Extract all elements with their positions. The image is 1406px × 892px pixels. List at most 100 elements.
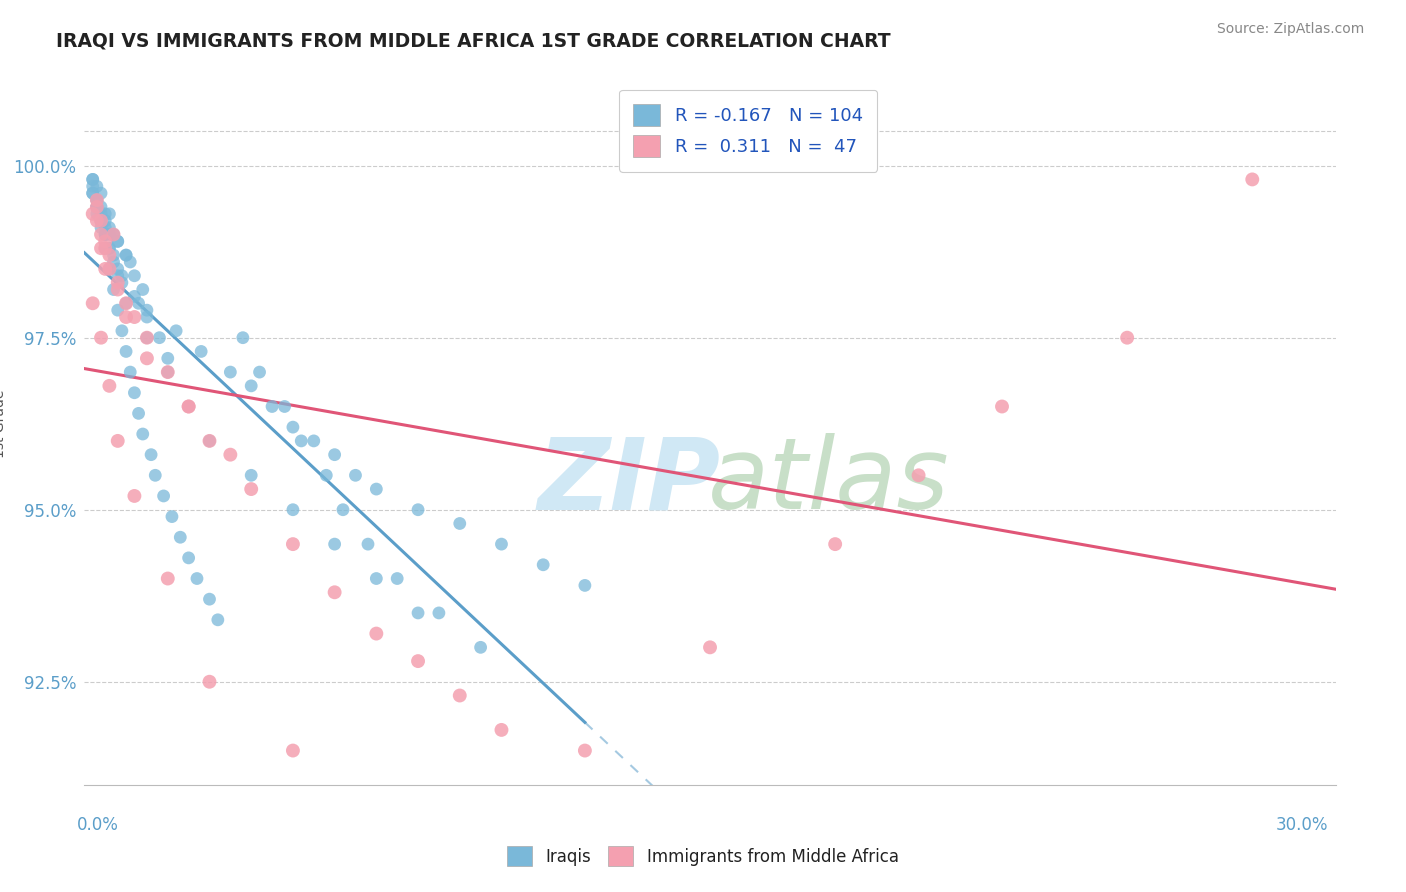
Point [198, 434, 221, 448]
Legend: R = -0.167   N = 104, R =  0.311   N =  47: R = -0.167 N = 104, R = 0.311 N = 47 [619, 89, 877, 171]
Point [281, 537, 304, 551]
Point [98, 248, 121, 262]
Point [470, 640, 492, 655]
Point [86, 193, 108, 207]
Point [366, 572, 388, 586]
Point [111, 276, 134, 290]
Point [86, 179, 108, 194]
Point [160, 509, 183, 524]
Point [240, 468, 263, 483]
Point [82, 186, 104, 201]
Point [699, 640, 721, 655]
Point [107, 261, 129, 276]
Point [115, 296, 138, 310]
Point [107, 276, 129, 290]
Point [82, 172, 104, 186]
Point [136, 303, 159, 318]
Point [207, 613, 229, 627]
Point [406, 502, 429, 516]
Point [281, 420, 304, 434]
Point [124, 268, 146, 283]
Point [198, 434, 221, 448]
Point [94, 213, 117, 227]
Point [128, 406, 150, 420]
Point [531, 558, 554, 572]
Point [86, 193, 108, 207]
Point [94, 227, 117, 242]
Point [86, 193, 108, 207]
Point [491, 723, 513, 737]
Point [94, 261, 117, 276]
Point [232, 331, 254, 345]
Text: ZIP: ZIP [537, 433, 720, 530]
Point [98, 261, 121, 276]
Point [323, 585, 346, 599]
Point [136, 331, 159, 345]
Text: Source: ZipAtlas.com: Source: ZipAtlas.com [1216, 22, 1364, 37]
Point [169, 530, 191, 544]
Point [198, 592, 221, 607]
Point [302, 434, 325, 448]
Y-axis label: 1st Grade: 1st Grade [0, 390, 7, 458]
Point [86, 213, 108, 227]
Point [366, 626, 388, 640]
Point [90, 213, 112, 227]
Point [281, 502, 304, 516]
Point [136, 351, 159, 366]
Point [574, 743, 596, 757]
Point [449, 516, 471, 531]
Legend: Iraqis, Immigrants from Middle Africa: Iraqis, Immigrants from Middle Africa [499, 838, 907, 875]
Point [824, 537, 846, 551]
Point [366, 482, 388, 496]
Point [107, 303, 129, 318]
Text: 30.0%: 30.0% [1277, 816, 1329, 834]
Point [115, 344, 138, 359]
Point [177, 400, 200, 414]
Point [262, 400, 284, 414]
Point [98, 261, 121, 276]
Point [120, 365, 142, 379]
Point [90, 241, 112, 255]
Point [148, 331, 170, 345]
Point [124, 489, 146, 503]
Point [94, 207, 117, 221]
Point [273, 400, 295, 414]
Point [107, 268, 129, 283]
Point [94, 241, 117, 255]
Point [86, 207, 108, 221]
Point [406, 606, 429, 620]
Point [94, 220, 117, 235]
Point [111, 324, 134, 338]
Point [186, 572, 208, 586]
Point [128, 296, 150, 310]
Point [86, 200, 108, 214]
Point [103, 283, 125, 297]
Point [574, 578, 596, 592]
Point [156, 365, 179, 379]
Point [323, 537, 346, 551]
Point [98, 379, 121, 393]
Text: atlas: atlas [709, 433, 949, 530]
Point [115, 296, 138, 310]
Point [249, 365, 271, 379]
Point [103, 248, 125, 262]
Point [177, 400, 200, 414]
Point [86, 200, 108, 214]
Point [98, 227, 121, 242]
Point [82, 186, 104, 201]
Point [136, 310, 159, 324]
Point [98, 241, 121, 255]
Point [103, 255, 125, 269]
Point [139, 448, 162, 462]
Point [115, 310, 138, 324]
Point [240, 482, 263, 496]
Point [90, 213, 112, 227]
Point [1241, 172, 1264, 186]
Point [82, 296, 104, 310]
Point [94, 227, 117, 242]
Point [219, 365, 242, 379]
Text: 0.0%: 0.0% [77, 816, 120, 834]
Point [124, 310, 146, 324]
Point [103, 227, 125, 242]
Point [107, 235, 129, 249]
